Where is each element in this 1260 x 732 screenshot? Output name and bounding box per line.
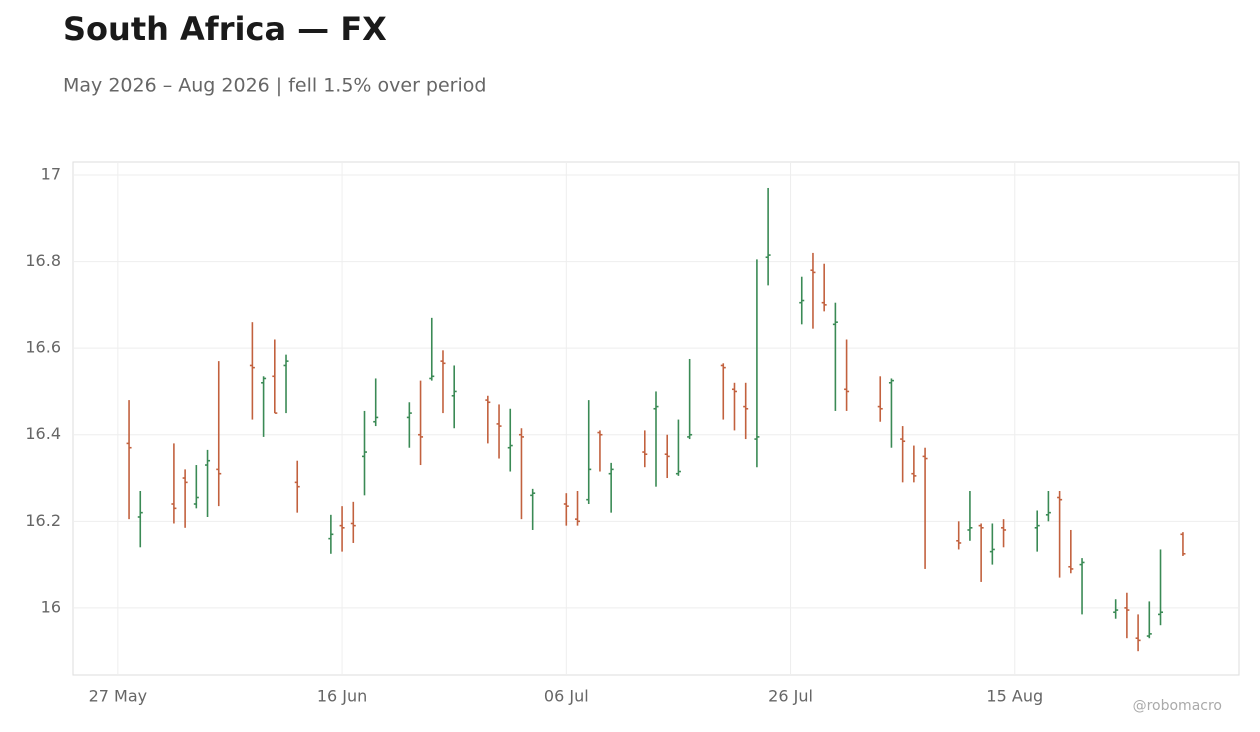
y-tick-label: 16	[41, 597, 61, 616]
chart-title: South Africa — FX	[63, 10, 387, 48]
plot-frame	[72, 161, 1240, 676]
y-tick-label: 16.6	[25, 338, 61, 357]
x-tick-label: 15 Aug	[986, 687, 1043, 706]
x-tick-label: 06 Jul	[544, 687, 589, 706]
watermark: @robomacro	[1133, 698, 1222, 714]
y-tick-label: 17	[41, 164, 61, 183]
x-tick-label: 26 Jul	[768, 687, 813, 706]
y-tick-label: 16.2	[25, 511, 61, 530]
y-tick-label: 16.4	[25, 424, 61, 443]
x-tick-label: 16 Jun	[317, 687, 367, 706]
chart-subtitle: May 2026 – Aug 2026 | fell 1.5% over per…	[63, 75, 486, 97]
y-tick-label: 16.8	[25, 251, 61, 270]
x-tick-label: 27 May	[89, 687, 148, 706]
